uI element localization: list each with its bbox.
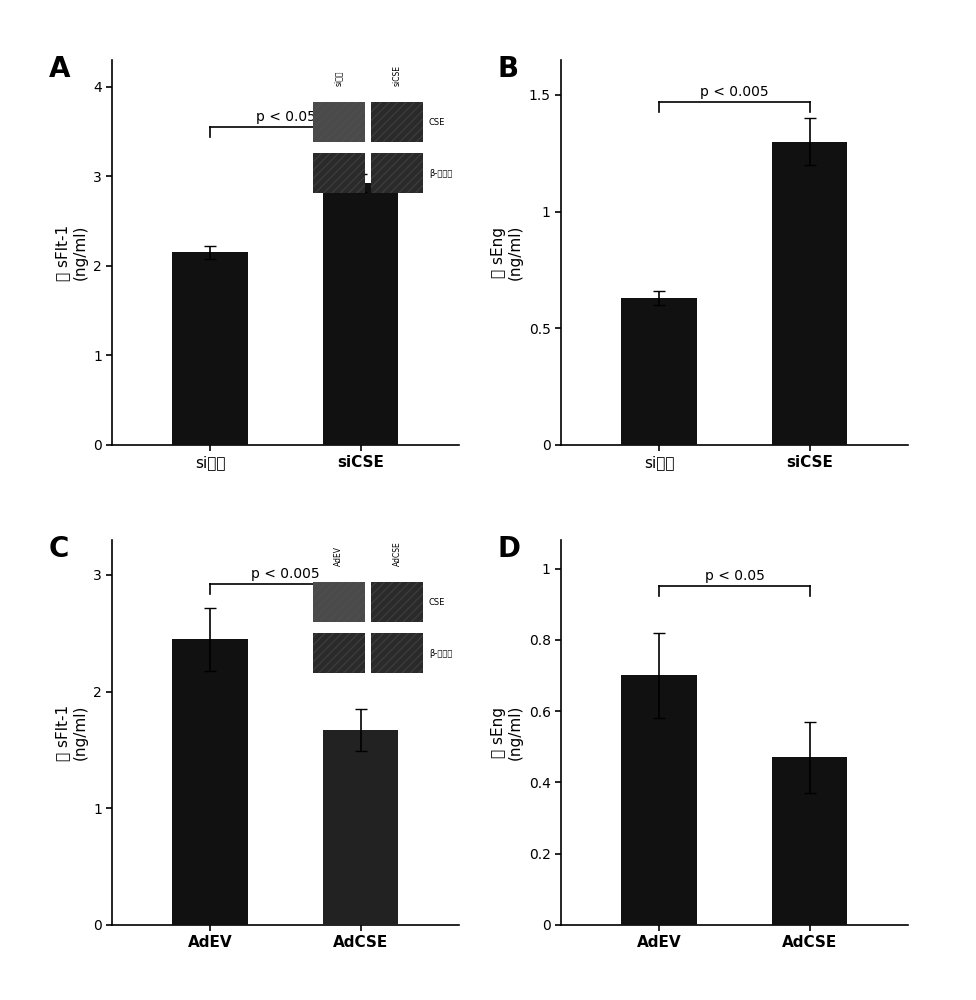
Bar <box>371 633 424 673</box>
Text: AdEV: AdEV <box>335 546 344 566</box>
Bar <box>312 582 365 622</box>
Text: p < 0.05: p < 0.05 <box>705 569 764 583</box>
Bar <box>312 633 365 673</box>
Text: A: A <box>49 55 70 83</box>
Bar <box>371 153 424 193</box>
Bar <box>371 582 424 622</box>
Text: AdCSE: AdCSE <box>392 542 401 566</box>
Text: CSE: CSE <box>429 598 445 607</box>
Y-axis label: 人 sFlt-1
(ng/ml): 人 sFlt-1 (ng/ml) <box>55 224 88 281</box>
Bar <box>371 153 424 193</box>
Bar <box>173 639 248 925</box>
Text: si对照: si对照 <box>335 71 344 86</box>
Text: B: B <box>498 55 519 83</box>
Bar <box>173 252 248 445</box>
Bar <box>312 153 365 193</box>
Bar <box>312 582 365 622</box>
Bar <box>772 757 847 925</box>
Bar <box>312 153 365 193</box>
Bar <box>371 102 424 142</box>
Text: β-肌动白: β-肌动白 <box>429 169 452 178</box>
Text: C: C <box>49 535 69 563</box>
Text: D: D <box>498 535 521 563</box>
Y-axis label: 人 sEng
(ng/ml): 人 sEng (ng/ml) <box>491 225 523 280</box>
Text: p < 0.005: p < 0.005 <box>700 85 769 99</box>
Y-axis label: 人 sFlt-1
(ng/ml): 人 sFlt-1 (ng/ml) <box>55 704 88 761</box>
Y-axis label: 人 sEng
(ng/ml): 人 sEng (ng/ml) <box>491 705 523 760</box>
Bar <box>371 633 424 673</box>
Bar <box>772 142 847 445</box>
Bar <box>312 102 365 142</box>
Bar <box>622 298 697 445</box>
Text: p < 0.05: p < 0.05 <box>256 110 315 124</box>
Bar <box>312 633 365 673</box>
Text: siCSE: siCSE <box>392 65 401 86</box>
Bar <box>622 675 697 925</box>
Bar <box>371 102 424 142</box>
Text: CSE: CSE <box>429 118 445 127</box>
Bar <box>323 183 398 445</box>
Bar <box>323 730 398 925</box>
Bar <box>371 582 424 622</box>
Bar <box>312 102 365 142</box>
Text: p < 0.005: p < 0.005 <box>251 567 320 581</box>
Text: β-肌动白: β-肌动白 <box>429 649 452 658</box>
